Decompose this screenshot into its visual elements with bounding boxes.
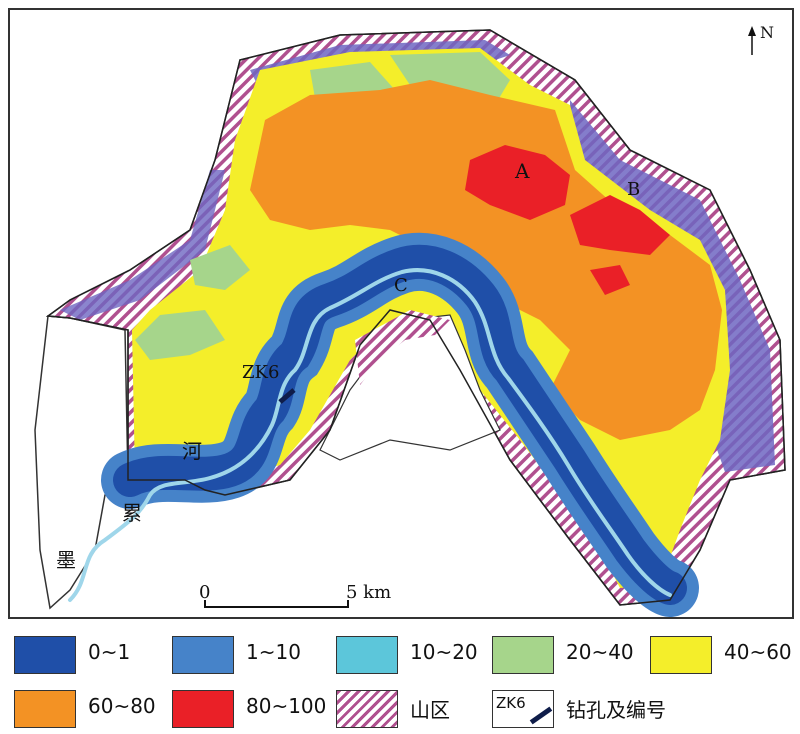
map-canvas: A B C ZK6 河 累 墨 N 0 5 km xyxy=(34,23,786,617)
legend-swatch xyxy=(14,636,76,674)
river-channel xyxy=(68,268,672,602)
legend-swatch xyxy=(492,636,554,674)
zone-red-b xyxy=(570,195,670,255)
legend-swatch xyxy=(14,690,76,728)
inlet-white xyxy=(319,314,501,461)
legend-label: 钻孔及编号 xyxy=(566,698,666,722)
zone-green-west xyxy=(135,310,225,360)
legend-swatch-borehole: ZK6 xyxy=(492,690,554,728)
legend-swatch xyxy=(172,690,234,728)
map-boundary xyxy=(45,29,786,606)
zone-darkblue-band xyxy=(113,244,687,605)
label-river-3: 墨 xyxy=(56,548,76,572)
north-label: N xyxy=(760,23,774,42)
legend: 0~1 1~10 10~20 20~40 40~60 60~80 80~100 … xyxy=(0,626,800,734)
legend-label: 山区 xyxy=(410,698,450,722)
legend-swatch xyxy=(172,636,234,674)
zone-green-north xyxy=(390,52,510,105)
label-river-1: 河 xyxy=(182,439,202,463)
zone-green-west2 xyxy=(190,245,250,290)
scale-end: 5 km xyxy=(346,582,391,603)
borehole-marker xyxy=(278,388,296,404)
legend-label: 80~100 xyxy=(246,694,327,718)
zone-red-a xyxy=(465,145,570,220)
zone-red-small xyxy=(590,265,630,295)
legend-label: 10~20 xyxy=(410,640,478,664)
scale-start: 0 xyxy=(199,582,210,603)
legend-swatch-mountain xyxy=(336,690,398,728)
map-frame: A B C ZK6 河 累 墨 N 0 5 km xyxy=(8,8,794,619)
legend-label: 20~40 xyxy=(566,640,634,664)
label-a: A xyxy=(514,159,530,183)
legend-label: 0~1 xyxy=(88,640,131,664)
legend-swatch-text: ZK6 xyxy=(496,694,526,712)
north-arrow: N xyxy=(748,23,774,55)
legend-swatch xyxy=(336,636,398,674)
legend-label: 60~80 xyxy=(88,694,156,718)
legend-label: 1~10 xyxy=(246,640,301,664)
legend-label: 40~60 xyxy=(724,640,792,664)
label-river-2: 累 xyxy=(122,501,142,525)
scale-bar: 0 5 km xyxy=(199,582,391,608)
label-c: C xyxy=(394,275,408,296)
borehole-icon xyxy=(529,706,553,725)
label-borehole: ZK6 xyxy=(242,362,279,383)
legend-swatch xyxy=(650,636,712,674)
inlet-mountain xyxy=(355,310,450,385)
label-b: B xyxy=(627,179,640,200)
mountain-edge-west xyxy=(60,170,225,320)
